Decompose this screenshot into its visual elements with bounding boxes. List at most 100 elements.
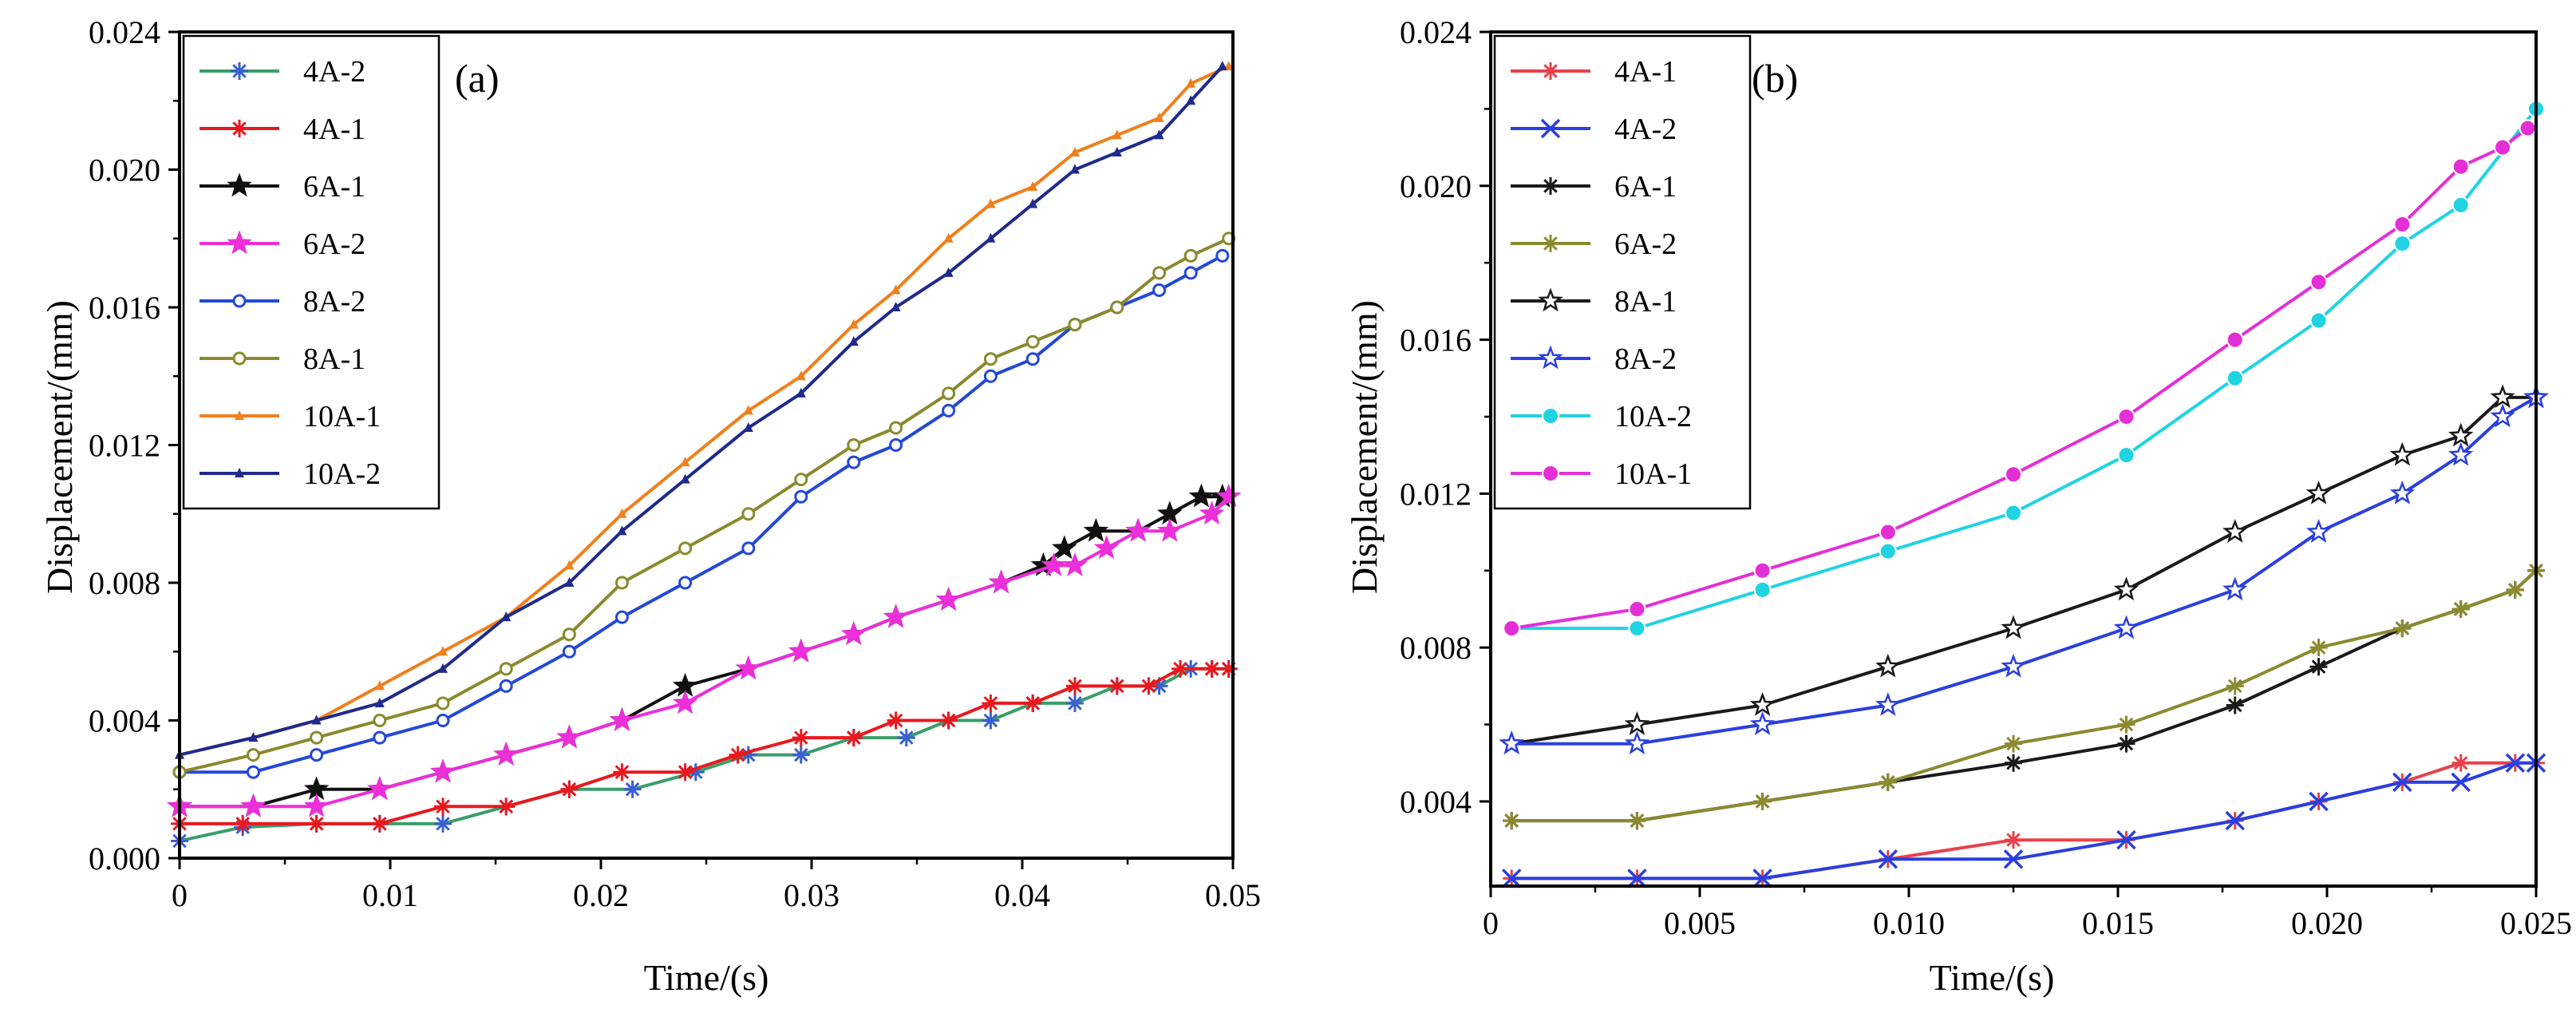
chart-a-point-8a-1 xyxy=(562,627,576,642)
chart-a-point-4a-1 xyxy=(1203,659,1221,678)
chart-a-x-tick-label: 0.01 xyxy=(362,877,418,913)
chart-b-legend-label: 8A-2 xyxy=(1614,342,1677,376)
chart-a-legend-item: 4A-1 xyxy=(200,113,365,146)
chart-a-point-4a-1 xyxy=(844,729,863,747)
chart-b-point-8a-2 xyxy=(2001,653,2026,678)
chart-a-point-8a-1 xyxy=(942,386,956,401)
chart-b-legend-label: 10A-2 xyxy=(1614,400,1692,433)
chart-a-point-4a-1 xyxy=(434,797,452,816)
chart-b-legend-item: 8A-2 xyxy=(1511,342,1677,376)
chart-b-point-6a-1 xyxy=(2309,658,2328,676)
chart-a-point-6a-2 xyxy=(1156,517,1183,542)
chart-a-point-10a-2 xyxy=(986,232,996,243)
chart-a-point-6a-2 xyxy=(841,621,867,646)
chart-a-legend-item: 4A-2 xyxy=(200,55,365,89)
chart-a-point-4a-2 xyxy=(1066,694,1084,712)
chart-a-point-6a-2 xyxy=(556,724,583,749)
chart-a-point-6a-2 xyxy=(735,655,761,680)
chart-a-point-8a-2 xyxy=(847,455,861,469)
chart-b-legend-label: 4A-2 xyxy=(1614,113,1677,146)
chart-a-legend: 4A-2 4A-1 6A-1 6A-2 8A-2 8A-1 10A-1 10A-2 xyxy=(182,34,441,510)
chart-b-legend-label: 6A-1 xyxy=(1614,170,1677,204)
chart-b-point-4a-2 xyxy=(2225,810,2245,831)
chart-b-point-8a-1 xyxy=(2222,519,2248,543)
chart-a-point-6a-2 xyxy=(1041,552,1067,576)
chart-a-point-8a-1 xyxy=(499,662,513,676)
chart-a-point-4a-2 xyxy=(434,814,452,833)
chart-b-point-10a-1 xyxy=(2117,407,2135,425)
chart-b-point-8a-1 xyxy=(2001,615,2026,639)
chart-a-point-10a-2 xyxy=(943,267,954,277)
chart-b-point-8a-2 xyxy=(2113,615,2139,639)
chart-b-legend-box xyxy=(1493,34,1752,510)
chart-a-point-10a-1 xyxy=(848,319,859,329)
chart-a-point-4a-1 xyxy=(1024,694,1042,712)
chart-a-legend-box xyxy=(182,34,441,510)
chart-a-legend-item: 8A-2 xyxy=(200,285,365,319)
chart-a-point-8a-1 xyxy=(246,748,260,762)
chart-b-series-8a-2 xyxy=(1499,384,2549,755)
chart-a-point-4a-1 xyxy=(982,694,1000,712)
chart-a-point-4a-2 xyxy=(739,746,757,764)
chart-b-point-6a-2 xyxy=(1753,792,1772,810)
chart-b-x-tick-label: 0.010 xyxy=(1873,905,1945,941)
chart-b-point-8a-1 xyxy=(1749,691,1776,716)
chart-b-y-tick-label: 0.020 xyxy=(1400,168,1472,204)
chart-b-legend-item: 6A-1 xyxy=(1511,170,1677,204)
chart-a-point-4a-1 xyxy=(613,763,631,782)
chart-a-point-4a-2 xyxy=(1150,677,1168,695)
chart-b-legend-item: 10A-1 xyxy=(1511,457,1692,491)
chart-b-series-line-8a-2 xyxy=(1511,396,2537,746)
chart-a-point-8a-2 xyxy=(373,730,387,745)
chart-a-point-4a-1 xyxy=(1140,677,1158,695)
chart-a-legend-label: 6A-1 xyxy=(303,170,365,204)
chart-b-point-6a-2 xyxy=(1879,773,1897,791)
chart-b-point-10a-1 xyxy=(1503,619,1521,638)
chart-a-legend-label: 6A-2 xyxy=(303,228,365,261)
chart-b-legend: 4A-1 4A-2 6A-1 6A-2 8A-1 8A-2 10A-2 10A-1 xyxy=(1493,34,1752,510)
chart-b-legend-item: 8A-1 xyxy=(1511,285,1677,319)
chart-a-y-tick-label: 0.024 xyxy=(89,14,160,50)
chart-b-point-10a-2 xyxy=(2452,196,2470,214)
chart-b-point-10a-1 xyxy=(2452,157,2470,176)
chart-b-point-6a-2 xyxy=(1628,812,1646,830)
chart-b-point-8a-1 xyxy=(2305,480,2332,505)
chart-a-x-tick-label: 0.05 xyxy=(1205,877,1261,913)
chart-a-legend-item: 10A-2 xyxy=(200,457,381,491)
chart-b-x-tick-label: 0.020 xyxy=(2291,905,2363,941)
chart-a-point-4a-2 xyxy=(792,746,810,764)
chart-a-point-8a-2 xyxy=(562,644,576,659)
chart-a-point-8a-1 xyxy=(1025,334,1040,349)
chart-a-x-tick-label: 0.02 xyxy=(573,877,629,913)
chart-b-legend-marker xyxy=(1542,235,1559,252)
chart-a-series-10a-2 xyxy=(175,61,1227,759)
chart-b-legend-item: 10A-2 xyxy=(1511,400,1692,433)
chart-a-point-6a-2 xyxy=(672,690,698,714)
chart-b-point-10a-1 xyxy=(2519,119,2537,137)
chart-a-point-4a-1 xyxy=(1066,677,1084,695)
chart-a-point-6a-2 xyxy=(1125,517,1152,542)
chart-a-point-10a-1 xyxy=(438,646,448,656)
chart-b-point-6a-2 xyxy=(2452,600,2470,618)
chart-a-point-10a-2 xyxy=(1154,129,1164,140)
chart-a-point-6a-2 xyxy=(1216,483,1242,508)
chart-b-point-8a-2 xyxy=(2389,480,2416,505)
chart-b-legend-label: 4A-1 xyxy=(1614,55,1677,89)
chart-a-y-tick-label: 0.000 xyxy=(89,841,160,877)
chart-b-legend-label: 6A-2 xyxy=(1614,228,1677,261)
chart-a-point-10a-2 xyxy=(848,336,859,346)
chart-b-point-8a-1 xyxy=(2389,441,2416,466)
chart-b-series-layer xyxy=(1499,100,2549,888)
chart-a-point-4a-1 xyxy=(497,797,516,816)
chart-a-point-8a-1 xyxy=(373,714,387,727)
chart-a-point-10a-1 xyxy=(986,198,996,208)
chart-b-point-8a-2 xyxy=(1875,691,1901,716)
chart-a-point-10a-2 xyxy=(1028,198,1038,208)
chart-a-point-10a-2 xyxy=(248,732,259,742)
chart-b-series-line-8a-1 xyxy=(1511,395,2536,746)
chart-a-point-10a-1 xyxy=(1112,129,1122,140)
chart-b-point-10a-1 xyxy=(1753,561,1772,580)
chart-b-point-6a-1 xyxy=(2117,734,2135,753)
chart-b-point-10a-2 xyxy=(1879,542,1897,560)
chart-a-legend-item: 6A-1 xyxy=(200,170,365,204)
